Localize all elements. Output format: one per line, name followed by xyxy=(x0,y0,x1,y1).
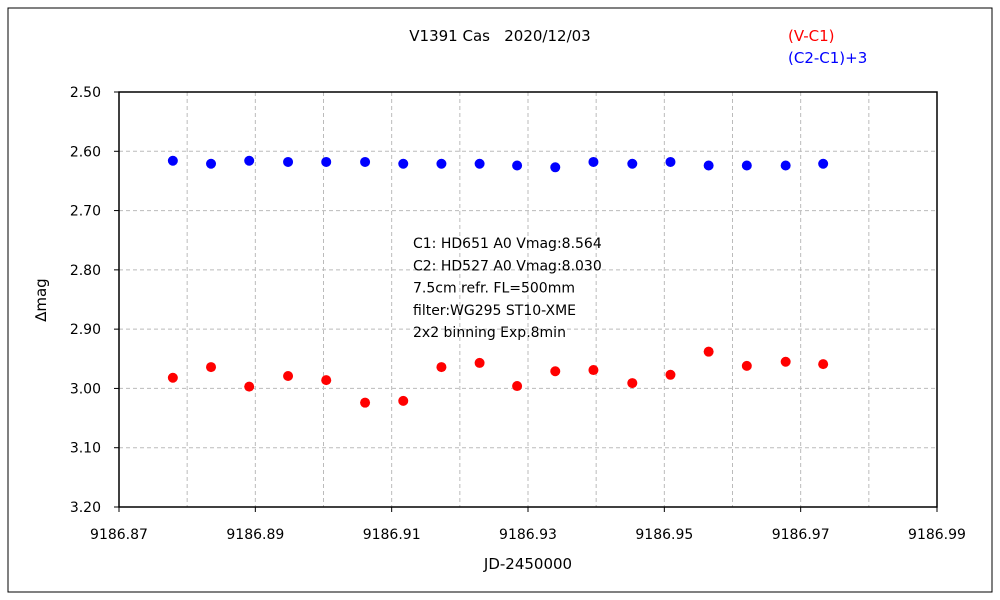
point-v-c1 xyxy=(703,346,714,357)
x-tick-label: 9186.95 xyxy=(635,527,693,543)
point-v-c1 xyxy=(780,356,791,367)
point-c2-c1 xyxy=(321,156,332,167)
x-tick-label: 9186.97 xyxy=(772,527,830,543)
y-tick-label: 2.80 xyxy=(70,263,101,279)
y-tick-label: 3.00 xyxy=(70,381,101,397)
point-v-c1 xyxy=(665,369,676,380)
point-c2-c1 xyxy=(703,160,714,171)
point-c2-c1 xyxy=(167,155,178,166)
point-c2-c1 xyxy=(512,160,523,171)
point-c2-c1 xyxy=(780,160,791,171)
annotation-block: C1: HD651 A0 Vmag:8.564 C2: HD527 A0 Vmag… xyxy=(413,236,602,341)
point-c2-c1 xyxy=(360,156,371,167)
x-axis-label: JD-2450000 xyxy=(483,555,572,573)
chart-border xyxy=(7,7,993,593)
point-v-c1 xyxy=(206,362,217,373)
y-tick-label: 2.50 xyxy=(70,85,101,101)
x-tick-label: 9186.87 xyxy=(90,527,148,543)
annotation-line: C1: HD651 A0 Vmag:8.564 xyxy=(413,236,602,252)
y-tick-label: 2.60 xyxy=(70,144,101,160)
point-v-c1 xyxy=(818,359,829,370)
point-c2-c1 xyxy=(244,155,255,166)
x-tick-label: 9186.99 xyxy=(908,527,966,543)
y-axis-label: ∆mag xyxy=(32,278,50,322)
point-v-c1 xyxy=(167,372,178,383)
point-c2-c1 xyxy=(550,162,561,173)
annotation-line: filter:WG295 ST10-XME xyxy=(413,303,576,319)
point-v-c1 xyxy=(588,365,599,376)
point-c2-c1 xyxy=(741,160,752,171)
point-c2-c1 xyxy=(818,158,829,169)
grid xyxy=(119,92,937,507)
ticks: 2.50 2.60 2.70 2.80 2.90 3.00 3.10 3.20 9186.87 9… xyxy=(70,85,966,543)
point-c2-c1 xyxy=(588,156,599,167)
point-v-c1 xyxy=(321,375,332,386)
point-v-c1 xyxy=(474,357,485,368)
legend-entry-c2-c1: (C2-C1)+3 xyxy=(788,49,867,67)
point-v-c1 xyxy=(436,362,447,373)
point-v-c1 xyxy=(360,397,371,408)
point-c2-c1 xyxy=(283,156,294,167)
x-tick-label: 9186.91 xyxy=(363,527,421,543)
point-v-c1 xyxy=(627,378,638,389)
point-v-c1 xyxy=(550,366,561,377)
point-c2-c1 xyxy=(436,158,447,169)
point-c2-c1 xyxy=(665,156,676,167)
y-tick-label: 2.70 xyxy=(70,204,101,220)
annotation-line: 7.5cm refr. FL=500mm xyxy=(413,281,575,297)
chart-title: V1391 Cas 2020/12/03 xyxy=(409,27,590,45)
point-v-c1 xyxy=(741,360,752,371)
x-tick-label: 9186.89 xyxy=(226,527,284,543)
y-tick-label: 3.10 xyxy=(70,441,101,457)
point-c2-c1 xyxy=(398,158,409,169)
point-c2-c1 xyxy=(627,158,638,169)
annotation-line: 2x2 binning Exp.8min xyxy=(413,325,566,341)
y-tick-label: 3.20 xyxy=(70,500,101,516)
annotation-line: C2: HD527 A0 Vmag:8.030 xyxy=(413,258,602,274)
data-points xyxy=(167,155,829,408)
point-c2-c1 xyxy=(474,158,485,169)
legend-entry-v-c1: (V-C1) xyxy=(788,27,835,45)
point-v-c1 xyxy=(283,370,294,381)
y-tick-label: 2.90 xyxy=(70,322,101,338)
x-tick-label: 9186.93 xyxy=(499,527,557,543)
point-v-c1 xyxy=(398,395,409,406)
point-c2-c1 xyxy=(206,158,217,169)
point-v-c1 xyxy=(244,381,255,392)
point-v-c1 xyxy=(512,381,523,392)
